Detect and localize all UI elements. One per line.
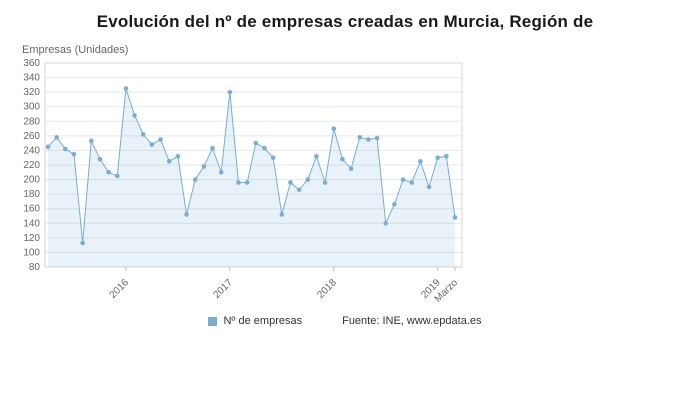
data-point (288, 180, 293, 185)
data-point (374, 135, 380, 141)
data-point (192, 177, 198, 182)
y-axis-tick-label: 260 (23, 131, 40, 142)
y-axis-tick-label: 280 (23, 116, 40, 127)
data-point (314, 153, 319, 159)
plot-border (44, 62, 463, 268)
data-point (322, 180, 328, 185)
y-axis-tick-label: 120 (23, 233, 40, 244)
data-point (80, 240, 85, 246)
y-axis-tick-label: 360 (23, 58, 40, 69)
y-axis-title: Empresas (Unidades) (22, 44, 129, 56)
data-point (340, 156, 345, 162)
data-point (210, 145, 215, 151)
y-axis-tick-label: 220 (23, 160, 40, 171)
data-point (366, 137, 371, 142)
data-point (54, 135, 59, 140)
data-point (426, 184, 432, 190)
data-point (296, 187, 302, 193)
data-point (175, 153, 181, 159)
data-point (166, 159, 172, 164)
y-axis-tick-label: 100 (23, 247, 40, 258)
data-point (97, 156, 103, 162)
data-point (357, 135, 363, 140)
data-point (218, 169, 224, 175)
y-axis-tick-label: 300 (23, 102, 40, 113)
data-point (253, 140, 259, 146)
data-point (383, 220, 389, 226)
data-point (123, 86, 129, 91)
data-point (63, 146, 68, 152)
y-axis-tick-label: 320 (23, 87, 40, 98)
data-point (400, 177, 406, 182)
data-point (201, 164, 207, 169)
y-axis-tick-label: 180 (23, 189, 40, 200)
data-point (270, 155, 276, 161)
data-point (88, 138, 94, 144)
data-point (158, 137, 163, 142)
y-axis-tick-label: 80 (29, 262, 41, 273)
legend-series-label: Nº de empresas (223, 315, 303, 327)
data-point (236, 180, 241, 185)
y-axis-tick-label: 200 (23, 175, 40, 186)
x-axis-tick-label: 2017 (211, 277, 235, 301)
y-axis-tick-label: 140 (23, 218, 40, 229)
data-point (331, 126, 337, 131)
data-point (140, 132, 146, 137)
x-axis-tick-label: 2018 (315, 277, 339, 301)
data-point (244, 180, 250, 185)
data-point (348, 166, 354, 171)
data-point (149, 142, 155, 147)
data-point (184, 212, 189, 217)
data-point (106, 169, 111, 175)
data-point (444, 153, 449, 159)
series-area (48, 88, 455, 267)
legend: Nº de empresas Fuente: INE, www.epdata.e… (0, 315, 690, 327)
legend-item-empresas[interactable]: Nº de empresas (208, 315, 302, 327)
data-point (418, 159, 423, 164)
data-point (45, 144, 51, 150)
source-text: Fuente: INE, www.epdata.es (342, 315, 482, 327)
data-point (279, 212, 285, 217)
chart-title: Evolución del nº de empresas creadas en … (96, 12, 594, 31)
data-point (392, 202, 397, 207)
chart-svg: 80 100 120 140 160 180 200 220 240 260 280 300 320 34… (23, 58, 463, 305)
data-point (452, 215, 458, 220)
data-point (262, 145, 267, 151)
x-axis-tick-label: 2016 (108, 277, 132, 301)
y-axis-tick-label: 160 (23, 204, 40, 215)
data-point (305, 177, 311, 182)
data-point (435, 155, 440, 161)
data-point (114, 173, 120, 179)
data-point (409, 180, 415, 185)
data-point (71, 151, 77, 157)
legend-series-marker-icon (208, 316, 218, 326)
y-axis-tick-label: 240 (23, 145, 40, 156)
data-point (132, 113, 137, 118)
y-axis-tick-label: 340 (23, 73, 40, 84)
data-point (227, 89, 233, 95)
